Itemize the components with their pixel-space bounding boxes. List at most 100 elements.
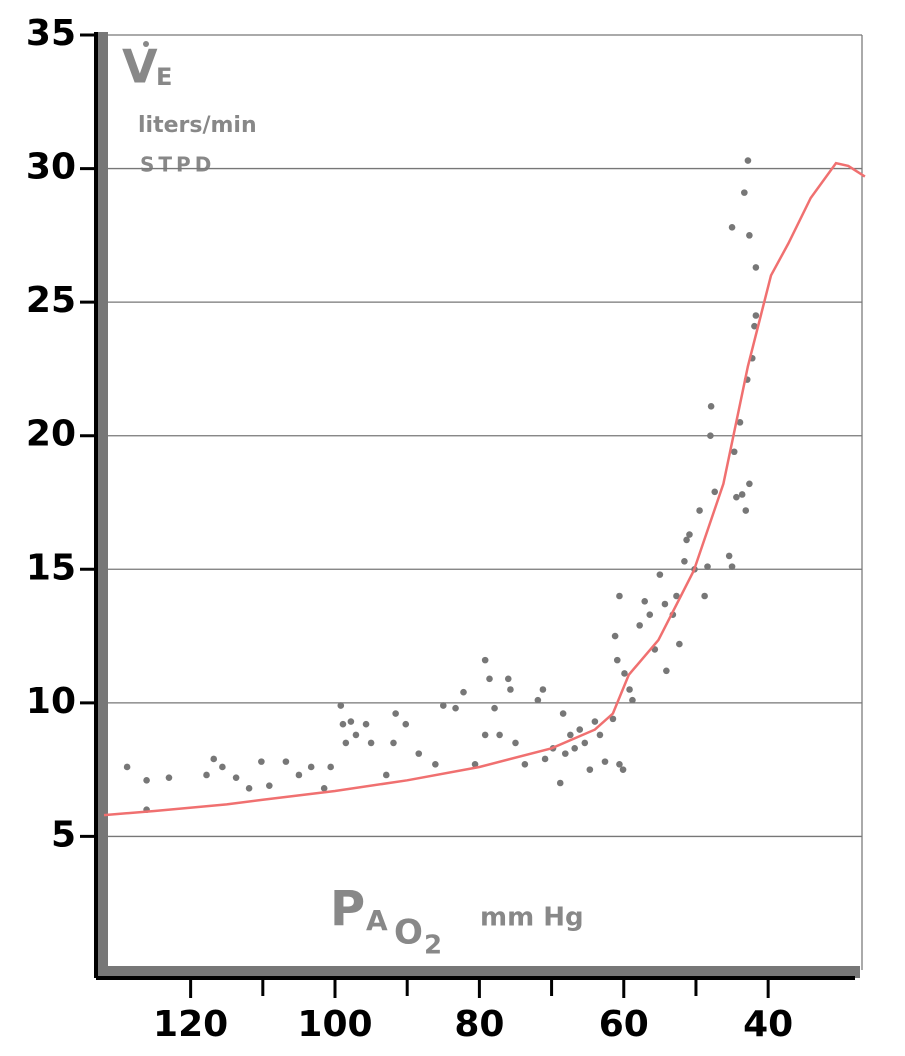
y-units: STPD	[140, 153, 215, 177]
data-point	[534, 696, 542, 704]
y-tick-label: 15	[26, 547, 76, 588]
data-point	[711, 488, 719, 496]
data-point	[392, 710, 399, 717]
x-label-main: P	[330, 881, 365, 937]
x-tick-label: 60	[599, 1004, 649, 1045]
data-point	[676, 640, 683, 648]
data-point	[673, 592, 680, 600]
data-point	[507, 686, 514, 693]
data-point	[736, 419, 744, 426]
data-point	[571, 744, 578, 752]
x-tick-label: 80	[454, 1004, 504, 1045]
data-point	[661, 600, 669, 608]
data-point	[681, 557, 688, 565]
data-point	[362, 720, 370, 728]
x-label-gas-sub: 2	[424, 931, 442, 961]
data-point	[646, 611, 654, 618]
data-point	[663, 667, 670, 675]
x-tick-label: 100	[297, 1004, 372, 1045]
data-point	[342, 739, 350, 747]
data-point	[701, 592, 708, 600]
data-point	[367, 739, 375, 747]
data-point	[686, 531, 693, 538]
data-point	[347, 718, 355, 725]
data-point	[432, 761, 439, 768]
data-point	[751, 322, 758, 330]
data-point	[123, 763, 131, 771]
data-point	[725, 552, 733, 560]
data-point	[704, 563, 711, 570]
data-point	[707, 403, 715, 410]
data-point	[707, 432, 714, 440]
data-point	[266, 782, 273, 789]
data-point	[616, 592, 623, 600]
data-point	[339, 720, 347, 728]
data-point	[203, 771, 210, 779]
data-point	[613, 656, 621, 664]
data-point	[327, 763, 334, 771]
data-point	[626, 686, 633, 693]
y-label-main: V	[122, 40, 158, 94]
data-point	[567, 731, 574, 739]
data-point	[541, 755, 549, 763]
data-point	[439, 702, 447, 709]
data-point	[219, 763, 226, 771]
y-units: liters/min	[138, 113, 257, 138]
y-tick-label: 25	[26, 280, 76, 321]
data-point	[581, 739, 589, 747]
data-point	[752, 264, 760, 271]
y-tick-label: 5	[51, 814, 76, 855]
data-point	[352, 731, 360, 739]
data-point	[402, 720, 410, 728]
data-point	[460, 688, 467, 696]
data-point	[452, 704, 459, 712]
y-tick-label: 20	[26, 414, 76, 455]
data-point	[752, 312, 760, 319]
data-point	[619, 766, 627, 773]
data-point	[382, 771, 390, 779]
data-point	[320, 785, 328, 792]
data-point	[683, 536, 690, 544]
data-point	[491, 704, 498, 712]
data-point	[337, 702, 345, 709]
data-point	[556, 779, 564, 787]
data-point	[733, 493, 740, 501]
data-point	[746, 480, 753, 488]
data-point	[561, 750, 569, 757]
fit-curve	[103, 161, 866, 817]
y-tick-label: 10	[26, 681, 76, 722]
data-point	[601, 758, 609, 765]
data-point	[616, 761, 623, 768]
data-point	[496, 731, 503, 739]
data-point	[696, 507, 703, 514]
data-point	[586, 766, 594, 773]
x-label-gas: O	[394, 913, 423, 953]
data-point	[621, 670, 628, 677]
data-point	[591, 718, 599, 725]
data-point	[512, 739, 519, 747]
data-point	[559, 710, 567, 717]
y-label-sub: E	[156, 63, 172, 91]
data-point	[307, 763, 315, 771]
data-point	[641, 598, 649, 605]
data-point	[390, 739, 397, 747]
data-point	[742, 507, 750, 514]
data-point	[741, 189, 748, 196]
x-tick-label: 120	[153, 1004, 228, 1045]
data-point	[232, 774, 240, 781]
data-point	[486, 675, 493, 683]
data-point	[165, 774, 173, 781]
data-point	[504, 675, 512, 683]
y-tick-label: 30	[26, 147, 76, 188]
data-point	[596, 731, 604, 739]
data-point	[738, 491, 746, 498]
data-point	[576, 726, 584, 733]
data-point	[143, 777, 150, 784]
y-tick-label: 35	[26, 13, 76, 54]
data-point	[282, 758, 290, 765]
y-axis	[96, 32, 108, 978]
data-point	[746, 232, 753, 239]
data-point	[744, 157, 752, 164]
data-point	[656, 571, 664, 578]
x-axis	[96, 966, 860, 978]
